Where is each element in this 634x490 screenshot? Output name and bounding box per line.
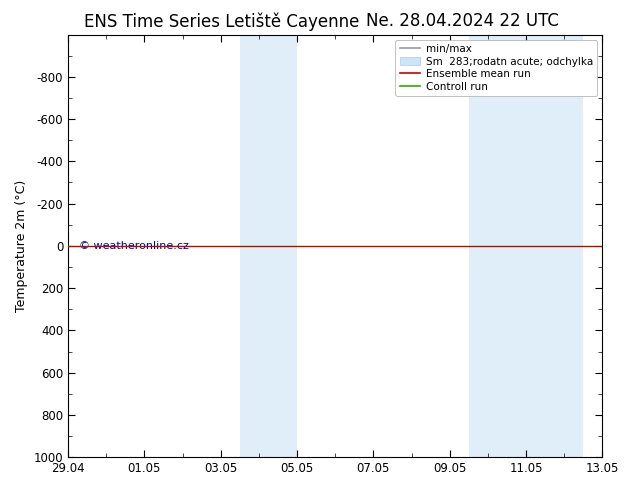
Y-axis label: Temperature 2m (°C): Temperature 2m (°C): [15, 180, 28, 312]
Text: © weatheronline.cz: © weatheronline.cz: [79, 241, 188, 251]
Bar: [240, 35, 297, 457]
Text: ENS Time Series Letiště Cayenne: ENS Time Series Letiště Cayenne: [84, 12, 359, 31]
Bar: [469, 35, 583, 457]
Text: Ne. 28.04.2024 22 UTC: Ne. 28.04.2024 22 UTC: [366, 12, 559, 30]
Legend: min/max, Sm  283;rodatn acute; odchylka, Ensemble mean run, Controll run: min/max, Sm 283;rodatn acute; odchylka, …: [396, 40, 597, 96]
